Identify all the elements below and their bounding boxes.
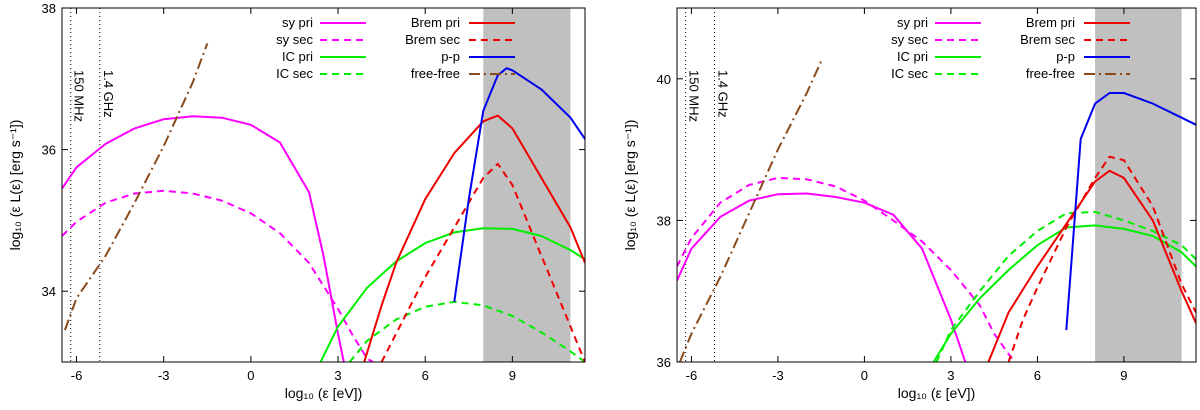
legend-label: sy sec <box>276 32 313 47</box>
x-tick-label: -6 <box>686 368 698 383</box>
series-line <box>453 67 585 302</box>
legend-label: Brem pri <box>411 15 460 30</box>
x-axis-title: log₁₀ (ε [eV]) <box>285 385 362 401</box>
x-tick-label: 6 <box>1034 368 1041 383</box>
legend: sy pri sy sec IC pri IC sec Brem pri Brem sec… <box>891 15 1130 81</box>
marker-label: 150 MHz <box>72 70 87 122</box>
legend-label: sy pri <box>282 15 313 30</box>
x-axis-title: log₁₀ (ε [eV]) <box>898 385 975 401</box>
x-tick-label: -6 <box>71 368 83 383</box>
legend-label: sy sec <box>891 32 928 47</box>
legend-label: IC pri <box>282 49 313 64</box>
x-tick-label: -3 <box>772 368 784 383</box>
x-tick-label: 6 <box>422 368 429 383</box>
series-line <box>1007 155 1196 362</box>
legend-label: Brem pri <box>1026 15 1075 30</box>
x-tick-label: 9 <box>1120 368 1127 383</box>
series-line <box>63 43 209 331</box>
y-tick-label: 40 <box>657 72 671 87</box>
legend-label: IC pri <box>897 49 928 64</box>
legend: sy pri sy sec IC pri IC sec Brem pri Brem sec… <box>276 15 515 81</box>
marker-label: 1.4 GHz <box>101 70 116 118</box>
series-line <box>62 189 374 362</box>
legend-label: sy pri <box>897 15 928 30</box>
legend-label: Brem sec <box>1020 32 1075 47</box>
y-tick-label: 36 <box>657 355 671 370</box>
series-line <box>987 169 1196 362</box>
y-tick-label: 38 <box>42 1 56 16</box>
series-group <box>62 43 585 362</box>
x-tick-label: -3 <box>158 368 170 383</box>
shaded-band <box>1095 8 1182 362</box>
shaded-band <box>483 8 571 362</box>
series-line <box>1065 92 1196 331</box>
series-line <box>935 210 1196 362</box>
series-line <box>677 192 967 362</box>
x-tick-label: 3 <box>947 368 954 383</box>
y-tick-label: 38 <box>657 213 671 228</box>
plot-frame <box>676 7 1197 363</box>
series-line <box>677 176 1016 362</box>
x-tick-label: 9 <box>509 368 516 383</box>
x-tick-label: 0 <box>861 368 868 383</box>
legend-label: free-free <box>1026 66 1075 81</box>
y-axis-title: log₁₀ (ε L(ε) [erg s⁻¹]) <box>622 120 638 251</box>
legend-label: Brem sec <box>405 32 460 47</box>
series-line <box>363 114 585 362</box>
legend-label: p-p <box>441 49 460 64</box>
series-group <box>677 60 1196 362</box>
plot-frame <box>61 7 586 363</box>
x-tick-label: 3 <box>334 368 341 383</box>
y-axis-title: log₁₀ (ε L(ε) [erg s⁻¹]) <box>7 120 23 251</box>
legend-label: IC sec <box>276 66 313 81</box>
legend-label: free-free <box>411 66 460 81</box>
series-line <box>319 227 585 362</box>
y-tick-label: 34 <box>42 284 56 299</box>
legend-label: p-p <box>1056 49 1075 64</box>
x-tick-label: 0 <box>247 368 254 383</box>
series-line <box>380 162 585 362</box>
marker-label: 1.4 GHz <box>715 70 730 118</box>
series-line <box>678 60 823 362</box>
marker-label: 150 MHz <box>687 70 702 122</box>
legend-label: IC sec <box>891 66 928 81</box>
y-tick-label: 36 <box>42 143 56 158</box>
series-line <box>62 115 345 362</box>
